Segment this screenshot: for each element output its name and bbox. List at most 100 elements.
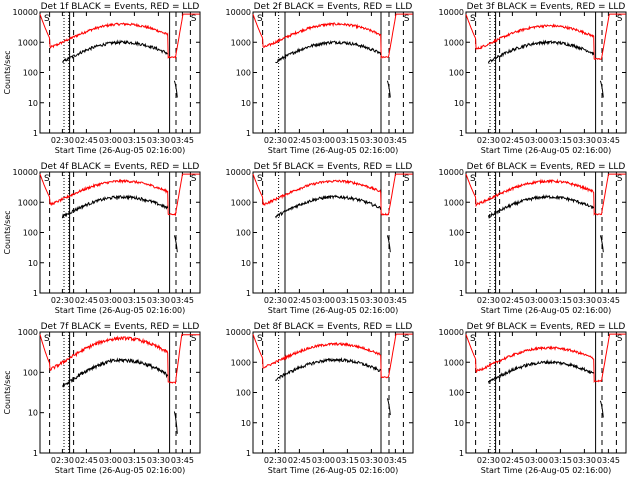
lld-series-line (465, 173, 626, 216)
chart-title: Det 2f BLACK = Events, RED = LLD (254, 2, 413, 12)
chart-panel: Det 2f BLACK = Events, RED = LLD 1 10 100 10… (226, 2, 414, 155)
y-tick-label: 1000 (231, 358, 251, 367)
x-tick-label: 03:30 (573, 296, 596, 305)
lld-series-line (39, 334, 200, 385)
chart-title: Det 7f BLACK = Events, RED = LLD (41, 322, 200, 332)
y-tick-label: 10 (28, 259, 38, 268)
saa-flag: S (257, 334, 263, 344)
y-tick-label: 1 (246, 449, 251, 458)
x-tick-label: 03:00 (525, 136, 548, 145)
chart-panel: Det 3f BLACK = Events, RED = LLD 1 10 100 10… (439, 2, 627, 155)
events-series-tail (173, 235, 178, 253)
x-axis-label: Start Time (26-Aug-05 02:16:00) (55, 306, 186, 315)
saa-flag: S (404, 14, 410, 24)
x-tick-label: 03:30 (360, 456, 383, 465)
events-series-line (61, 194, 169, 219)
y-tick-label: 10000 (439, 8, 464, 17)
y-tick-label: 1 (459, 289, 464, 298)
x-axis-label: Start Time (26-Aug-05 02:16:00) (55, 466, 186, 475)
x-tick-label: 03:30 (147, 296, 170, 305)
y-tick-label: 1 (246, 129, 251, 138)
x-tick-label: 02:45 (288, 136, 311, 145)
x-tick-label: 03:00 (99, 136, 122, 145)
saa-flag: S (257, 174, 263, 184)
x-tick-label: 03:45 (597, 456, 620, 465)
x-tick-label: 02:45 (75, 296, 98, 305)
x-axis-label: Start Time (26-Aug-05 02:16:00) (268, 466, 399, 475)
y-tick-label: 100 (23, 229, 38, 238)
x-tick-label: 02:30 (477, 296, 500, 305)
x-axis-label: Start Time (26-Aug-05 02:16:00) (268, 306, 399, 315)
x-tick-label: 03:45 (171, 296, 194, 305)
chart-title: Det 8f BLACK = Events, RED = LLD (254, 322, 413, 332)
x-tick-label: 03:00 (99, 456, 122, 465)
chart-title: Det 5f BLACK = Events, RED = LLD (254, 162, 413, 172)
events-series-line (487, 359, 595, 385)
x-tick-label: 03:15 (549, 456, 572, 465)
y-tick-label: 1000 (444, 38, 464, 47)
x-tick-label: 03:30 (360, 296, 383, 305)
x-tick-label: 03:00 (525, 296, 548, 305)
x-tick-label: 03:00 (99, 296, 122, 305)
y-tick-label: 1000 (18, 328, 38, 337)
events-series-tail (386, 235, 391, 253)
x-tick-label: 03:30 (147, 456, 170, 465)
x-tick-label: 02:30 (51, 456, 74, 465)
y-tick-label: 10 (28, 99, 38, 108)
chart-panel: Det 4f BLACK = Events, RED = LLD 1 10 100 10… (3, 162, 201, 315)
y-tick-label: 1000 (18, 38, 38, 47)
x-tick-label: 03:45 (384, 296, 407, 305)
saa-flag: S (617, 14, 623, 24)
chart-panel: Det 8f BLACK = Events, RED = LLD 1 10 100 10… (226, 322, 414, 475)
x-tick-label: 02:30 (264, 136, 287, 145)
saa-flag: S (191, 174, 197, 184)
x-tick-label: 03:15 (123, 296, 146, 305)
x-axis-label: Start Time (26-Aug-05 02:16:00) (481, 306, 612, 315)
y-tick-label: 10000 (439, 168, 464, 177)
x-tick-label: 02:45 (288, 296, 311, 305)
lld-series-line (465, 333, 626, 383)
events-series-line (62, 39, 168, 64)
x-tick-label: 02:30 (51, 136, 74, 145)
chart-panel: Det 7f BLACK = Events, RED = LLD 1 10 100 10… (3, 322, 201, 475)
saa-flag: S (257, 14, 263, 24)
chart-title: Det 1f BLACK = Events, RED = LLD (41, 2, 200, 12)
x-tick-label: 02:45 (288, 456, 311, 465)
x-tick-label: 02:45 (501, 136, 524, 145)
x-tick-label: 02:30 (477, 456, 500, 465)
y-tick-label: 10000 (226, 328, 251, 337)
x-tick-label: 03:15 (123, 456, 146, 465)
y-tick-label: 1000 (444, 198, 464, 207)
saa-flag: S (44, 174, 50, 184)
chart-title: Det 9f BLACK = Events, RED = LLD (467, 322, 626, 332)
x-tick-label: 03:15 (123, 136, 146, 145)
saa-flag: S (44, 334, 50, 344)
lld-series-line (252, 173, 413, 216)
events-series-line (274, 194, 382, 219)
saa-flag: S (404, 174, 410, 184)
x-tick-label: 02:30 (264, 456, 287, 465)
x-axis-label: Start Time (26-Aug-05 02:16:00) (481, 146, 612, 155)
events-series-line (61, 357, 169, 388)
y-tick-label: 1 (33, 449, 38, 458)
chart-title: Det 6f BLACK = Events, RED = LLD (467, 162, 626, 172)
lld-series-line (465, 13, 626, 61)
x-tick-label: 02:45 (75, 136, 98, 145)
x-tick-label: 02:45 (75, 456, 98, 465)
x-tick-label: 03:00 (312, 296, 335, 305)
saa-flag: S (617, 174, 623, 184)
y-tick-label: 100 (236, 69, 251, 78)
x-tick-label: 03:45 (597, 296, 620, 305)
y-tick-label: 10 (454, 99, 464, 108)
lld-series-line (252, 13, 413, 60)
y-tick-label: 1000 (18, 198, 38, 207)
x-axis-label: Start Time (26-Aug-05 02:16:00) (268, 146, 399, 155)
x-tick-label: 03:15 (336, 136, 359, 145)
y-tick-label: 100 (449, 229, 464, 238)
x-tick-label: 03:45 (384, 456, 407, 465)
events-series-tail (173, 80, 178, 98)
events-series-tail (386, 398, 391, 416)
y-tick-label: 1000 (231, 38, 251, 47)
x-tick-label: 02:45 (501, 456, 524, 465)
